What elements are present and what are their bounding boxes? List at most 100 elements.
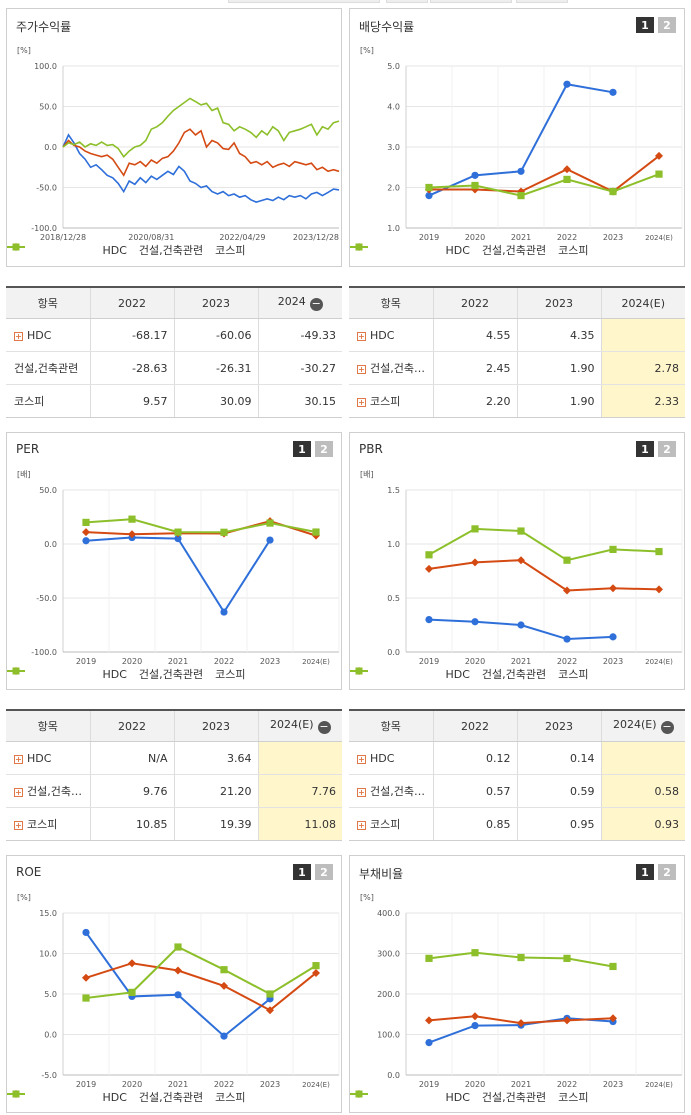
data-point-construction[interactable] [220, 981, 228, 990]
legend-item-kospi[interactable]: 코스피 [7, 666, 246, 682]
legend-item-construction[interactable]: 건설,건축관련 [350, 666, 546, 682]
legend-item-hdc[interactable]: HDC [7, 666, 127, 682]
expand-plus-icon[interactable]: + [14, 788, 23, 797]
legend-item-kospi[interactable]: 코스피 [350, 666, 589, 682]
data-point-kospi[interactable] [655, 170, 663, 178]
data-point-kospi[interactable] [563, 954, 571, 962]
view-button-2[interactable]: 2 [658, 441, 676, 457]
legend-item-construction[interactable]: 건설,건축관련 [7, 666, 203, 682]
data-point-kospi[interactable] [471, 949, 479, 957]
data-point-construction[interactable] [174, 966, 182, 975]
expand-plus-icon[interactable]: + [14, 821, 23, 830]
legend-item-kospi[interactable]: 코스피 [7, 242, 246, 258]
data-point-kospi[interactable] [174, 943, 182, 951]
data-point-hdc[interactable] [563, 80, 571, 88]
data-point-kospi[interactable] [312, 962, 320, 970]
expand-plus-icon[interactable]: + [357, 821, 366, 830]
data-point-construction[interactable] [517, 1019, 525, 1028]
data-point-construction[interactable] [266, 1006, 274, 1015]
data-point-hdc[interactable] [220, 1032, 228, 1040]
data-point-construction[interactable] [471, 558, 479, 567]
data-point-hdc[interactable] [82, 537, 90, 545]
data-point-hdc[interactable] [471, 618, 479, 626]
legend-item-hdc[interactable]: HDC [350, 666, 470, 682]
data-point-construction[interactable] [128, 959, 136, 968]
data-point-hdc[interactable] [220, 608, 228, 616]
data-point-kospi[interactable] [517, 953, 525, 962]
data-point-hdc[interactable] [174, 991, 182, 999]
legend-item-kospi[interactable]: 코스피 [7, 1089, 246, 1105]
data-point-hdc[interactable] [266, 536, 274, 544]
data-point-kospi[interactable] [312, 528, 320, 536]
data-point-kospi[interactable] [517, 192, 525, 200]
data-point-construction[interactable] [609, 1014, 617, 1023]
data-point-kospi[interactable] [609, 962, 617, 971]
legend-item-construction[interactable]: 건설,건축관련 [7, 242, 203, 258]
data-point-hdc[interactable] [517, 167, 525, 175]
data-point-construction[interactable] [563, 165, 571, 174]
expand-plus-icon[interactable]: + [357, 398, 366, 407]
data-point-hdc[interactable] [563, 635, 571, 643]
data-point-hdc[interactable] [471, 1021, 479, 1030]
legend-item-hdc[interactable]: HDC [350, 1089, 470, 1105]
view-button-1[interactable]: 1 [636, 17, 654, 33]
data-point-hdc[interactable] [609, 88, 617, 96]
legend-item-construction[interactable]: 건설,건축관련 [7, 1089, 203, 1105]
expand-plus-icon[interactable]: + [357, 788, 366, 797]
data-point-kospi[interactable] [220, 966, 228, 974]
data-point-hdc[interactable] [425, 1039, 433, 1047]
view-button-2[interactable]: 2 [315, 864, 333, 880]
data-point-kospi[interactable] [517, 527, 525, 535]
data-point-construction[interactable] [82, 528, 90, 537]
view-button-2[interactable]: 2 [658, 17, 676, 33]
expand-plus-icon[interactable]: + [14, 754, 23, 764]
data-point-kospi[interactable] [266, 519, 274, 527]
data-point-construction[interactable] [609, 584, 617, 593]
data-point-construction[interactable] [82, 973, 90, 982]
legend-item-hdc[interactable]: HDC [7, 242, 127, 258]
legend-item-kospi[interactable]: 코스피 [350, 242, 589, 258]
collapse-minus-icon[interactable]: − [309, 297, 323, 311]
view-button-2[interactable]: 2 [658, 864, 676, 880]
data-point-kospi[interactable] [563, 556, 571, 564]
view-button-1[interactable]: 1 [636, 441, 654, 457]
data-point-construction[interactable] [655, 585, 663, 594]
data-point-kospi[interactable] [82, 518, 90, 526]
legend-item-construction[interactable]: 건설,건축관련 [350, 242, 546, 258]
data-point-construction[interactable] [471, 1012, 479, 1021]
view-button-1[interactable]: 1 [293, 864, 311, 880]
data-point-hdc[interactable] [82, 928, 90, 937]
expand-plus-icon[interactable]: + [14, 331, 23, 341]
view-button-1[interactable]: 1 [293, 441, 311, 457]
data-point-kospi[interactable] [655, 547, 663, 556]
view-button-2[interactable]: 2 [315, 441, 333, 457]
expand-plus-icon[interactable]: + [357, 331, 366, 341]
legend-item-hdc[interactable]: HDC [350, 242, 470, 258]
data-point-hdc[interactable] [517, 621, 525, 629]
data-point-construction[interactable] [425, 564, 433, 573]
data-point-kospi[interactable] [563, 175, 571, 183]
expand-plus-icon[interactable]: + [357, 365, 366, 374]
collapse-minus-icon[interactable]: − [660, 720, 674, 734]
data-point-kospi[interactable] [425, 954, 433, 962]
data-point-kospi[interactable] [609, 187, 617, 196]
data-point-kospi[interactable] [82, 994, 90, 1002]
legend-item-construction[interactable]: 건설,건축관련 [350, 1089, 546, 1105]
data-point-hdc[interactable] [471, 171, 479, 179]
data-point-kospi[interactable] [266, 990, 274, 998]
data-point-construction[interactable] [128, 530, 136, 539]
data-point-construction[interactable] [517, 556, 525, 565]
data-point-kospi[interactable] [220, 528, 228, 536]
data-point-kospi[interactable] [425, 183, 433, 192]
legend-item-hdc[interactable]: HDC [7, 1089, 127, 1105]
data-point-kospi[interactable] [471, 525, 479, 533]
collapse-minus-icon[interactable]: − [317, 720, 331, 734]
data-point-kospi[interactable] [128, 515, 136, 523]
expand-plus-icon[interactable]: + [357, 754, 366, 764]
data-point-hdc[interactable] [425, 616, 433, 624]
view-button-1[interactable]: 1 [636, 864, 654, 880]
data-point-hdc[interactable] [174, 535, 182, 543]
data-point-kospi[interactable] [471, 181, 479, 190]
data-point-construction[interactable] [425, 1016, 433, 1025]
data-point-hdc[interactable] [425, 192, 433, 200]
